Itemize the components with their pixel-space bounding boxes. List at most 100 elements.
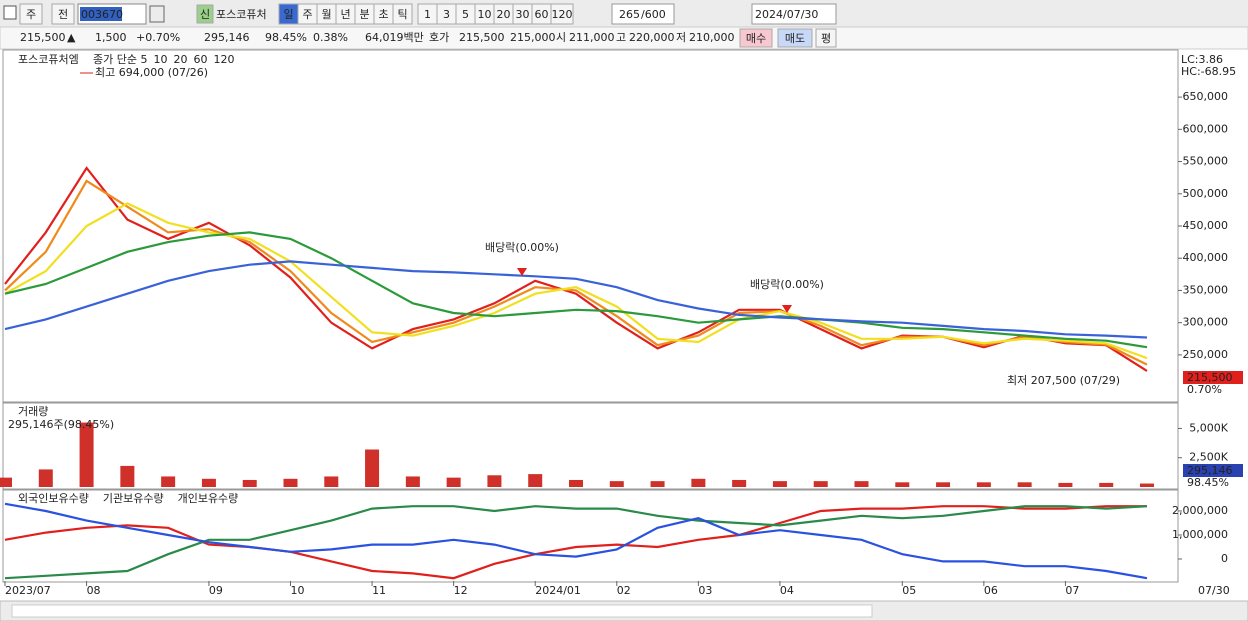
count[interactable]: 265 <box>619 8 640 21</box>
button-label[interactable]: 틱 <box>397 8 407 21</box>
button-label[interactable]: 평 <box>821 32 831 45</box>
line-series <box>4 260 1148 339</box>
button-label[interactable]: 5 <box>462 8 469 21</box>
volume-bar <box>79 422 94 487</box>
volume-bar <box>895 482 910 487</box>
button[interactable] <box>550 3 574 25</box>
button[interactable] <box>777 28 813 48</box>
line-series <box>4 502 1148 580</box>
legend-entry: 기관보유수량 <box>103 492 164 505</box>
x-tick-label: 05 <box>902 584 916 597</box>
button[interactable] <box>739 28 773 48</box>
button-label[interactable]: 주 <box>302 8 312 21</box>
button[interactable] <box>196 4 214 24</box>
y-tick-label: 5,000K <box>1189 421 1228 434</box>
button-label[interactable]: 매수 <box>746 32 766 45</box>
x-end-label: 07/30 <box>1198 584 1230 597</box>
ratio-label: 98.45% <box>1187 476 1229 489</box>
info-bid: 215,000 <box>510 31 556 44</box>
volume-bar <box>487 475 502 487</box>
x-tick-label: 2023/07 <box>5 584 51 597</box>
legend-entry: 20 <box>173 53 187 66</box>
button-label[interactable]: 주 <box>26 8 36 21</box>
volume-bar <box>405 476 420 487</box>
line-series <box>4 202 1148 360</box>
volume-bar <box>1017 482 1032 487</box>
x-tick-label: 09 <box>209 584 223 597</box>
button-label[interactable]: 일 <box>283 7 293 21</box>
scroll-track[interactable] <box>11 604 873 618</box>
code[interactable]: 003670 <box>81 8 123 21</box>
volume-bar <box>650 481 665 487</box>
volume-bar <box>38 469 53 487</box>
button-label[interactable]: 3 <box>443 8 450 21</box>
line-series <box>4 231 1148 349</box>
legend-entry: 종가 단순 5 <box>93 53 147 66</box>
button[interactable] <box>392 3 413 25</box>
button-label[interactable]: 1 <box>424 8 431 21</box>
button[interactable] <box>815 28 837 48</box>
button-label[interactable]: 신 <box>200 8 210 21</box>
button-label[interactable]: 매도 <box>785 32 805 45</box>
info-quote-label: 호가 <box>429 31 449 44</box>
info-low-label: 저 <box>676 31 686 44</box>
volume-bar <box>120 465 135 487</box>
button-label[interactable]: 60 <box>535 8 549 21</box>
x-tick-label: 2024/01 <box>535 584 581 597</box>
button-label[interactable]: 년 <box>340 8 350 21</box>
volume-bar <box>1058 482 1073 487</box>
volume-bar <box>609 481 624 487</box>
count-max: /600 <box>641 8 666 21</box>
button[interactable] <box>51 3 75 25</box>
x-tick-label: 08 <box>87 584 101 597</box>
button-label[interactable]: 30 <box>516 8 530 21</box>
dividend-label: 배당락(0.00%) <box>750 278 824 291</box>
y-tick-label: 600,000 <box>1183 122 1229 135</box>
menu-icon[interactable] <box>3 5 17 20</box>
button-label[interactable]: 전 <box>58 8 68 21</box>
date[interactable]: 2024/07/30 <box>755 8 818 21</box>
volume-bar <box>528 474 543 487</box>
button-label[interactable]: 월 <box>321 8 331 21</box>
info-change-pct: +0.70% <box>136 31 180 44</box>
volume-bar <box>1140 483 1154 487</box>
count-box[interactable] <box>611 3 675 25</box>
button-label[interactable]: 120 <box>552 8 573 21</box>
legend-entry: 60 <box>193 53 207 66</box>
info-open-label: 시 <box>556 31 566 44</box>
date-box[interactable] <box>751 3 837 25</box>
button-label[interactable]: 10 <box>478 8 492 21</box>
info-high: 220,000 <box>629 31 675 44</box>
x-tick-label: 02 <box>617 584 631 597</box>
change-label: 0.70% <box>1187 383 1222 396</box>
volume-bar <box>0 477 12 487</box>
button[interactable] <box>19 3 43 25</box>
info-high-label: 고 <box>616 31 626 44</box>
volume-bar <box>1099 482 1114 487</box>
button-label[interactable]: 초 <box>378 8 388 21</box>
y-tick-label: 650,000 <box>1183 90 1229 103</box>
volume-bar <box>201 478 216 487</box>
button-label[interactable]: 분 <box>359 8 369 21</box>
volume-bar <box>936 482 951 487</box>
dividend-label: 배당락(0.00%) <box>485 241 559 254</box>
info-turnover: 0.38% <box>313 31 348 44</box>
volume-bar <box>446 477 461 487</box>
search-icon[interactable] <box>149 5 165 23</box>
legend-entry: 외국인보유수량 <box>18 492 89 505</box>
panel-title: 거래량 <box>18 405 48 418</box>
panel-subtitle: 295,146주(98.45%) <box>8 418 114 431</box>
panel-frame <box>2 402 1179 490</box>
y-tick-label: 300,000 <box>1183 316 1229 329</box>
hc-label: HC:-68.95 <box>1181 65 1236 78</box>
volume-bar <box>854 481 869 487</box>
info-bar <box>0 26 1248 50</box>
x-tick-label: 10 <box>291 584 305 597</box>
volume-bar <box>813 481 828 487</box>
y-tick-label: 450,000 <box>1183 219 1229 232</box>
button-label[interactable]: 20 <box>497 8 511 21</box>
y-tick-label: 250,000 <box>1183 348 1229 361</box>
stock-name: 포스코퓨처 <box>216 8 267 21</box>
